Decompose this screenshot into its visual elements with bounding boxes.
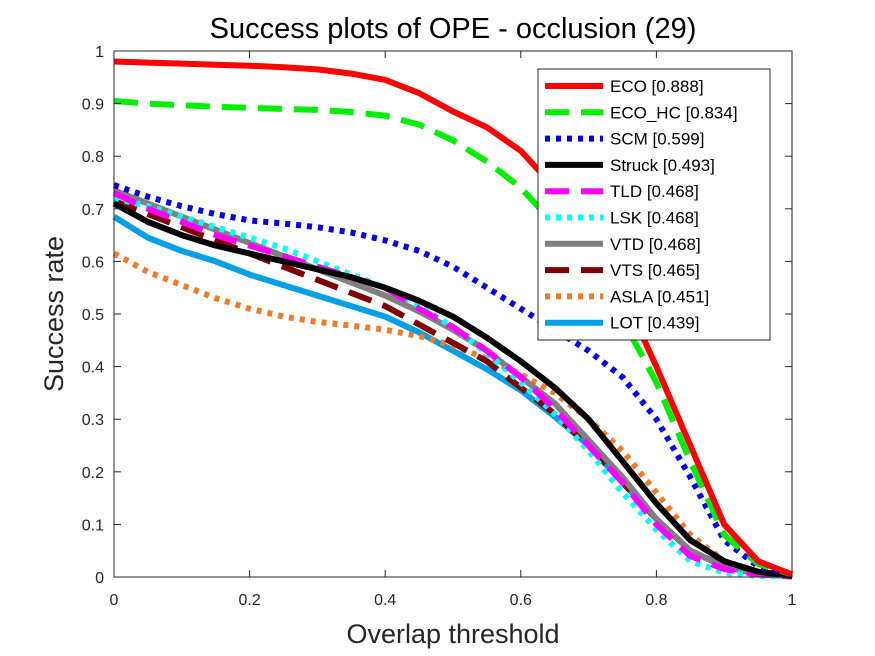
y-tick-label: 0 [95, 570, 104, 587]
series-layer [112, 58, 794, 580]
legend-box [537, 68, 771, 341]
legend-label: LSK [0.468] [610, 209, 699, 228]
y-tick-label: 0.1 [82, 517, 104, 534]
y-tick-label: 0.6 [82, 254, 104, 271]
y-tick-label: 0.7 [82, 202, 104, 219]
y-tick-label: 0.3 [82, 412, 104, 429]
legend-label: TLD [0.468] [610, 182, 699, 201]
series-line-eco [113, 58, 794, 578]
series-line-eco-hc [113, 98, 793, 578]
y-tick-label: 1 [95, 44, 104, 61]
y-tick-label: 0.4 [82, 360, 104, 377]
series-line-struck [112, 200, 793, 579]
legend-label: LOT [0.439] [610, 314, 699, 333]
legend-label: ASLA [0.451] [610, 287, 709, 306]
x-tick-label: 0.6 [510, 592, 532, 609]
legend-label: VTS [0.465] [610, 261, 700, 280]
legend-label: VTD [0.468] [610, 235, 701, 254]
x-tick-label: 0.4 [374, 592, 396, 609]
legend-label: Struck [0.493] [610, 156, 715, 175]
x-tick-label: 1 [788, 592, 797, 609]
y-tick-label: 0.9 [82, 97, 104, 114]
chart-title: Success plots of OPE - occlusion (29) [210, 13, 697, 45]
x-tick-label: 0.8 [645, 592, 667, 609]
series-line-scm [113, 182, 793, 578]
legend-label: ECO_HC [0.834] [610, 103, 738, 122]
series-line-tld [112, 190, 793, 580]
y-tick-label: 0.2 [82, 465, 104, 482]
ticks-layer: 0 0.2 0.4 0.6 0.8 1 0 0.1 0.2 0.3 0.4 0.5 0.6 0.7 0.8 0… [82, 44, 797, 609]
y-axis-title: Success rate [39, 236, 69, 392]
legend-label: SCM [0.599] [610, 130, 705, 149]
x-axis-title: Overlap threshold [346, 619, 559, 649]
x-tick-label: 0.2 [238, 592, 260, 609]
y-tick-label: 0.5 [82, 307, 104, 324]
legend-label: ECO [0.888] [610, 77, 704, 96]
y-tick-label: 0.8 [82, 149, 104, 166]
legend: ECO [0.888] ECO_HC [0.834] SCM [0.599] Stru… [537, 68, 771, 341]
x-tick-label: 0 [110, 592, 119, 609]
